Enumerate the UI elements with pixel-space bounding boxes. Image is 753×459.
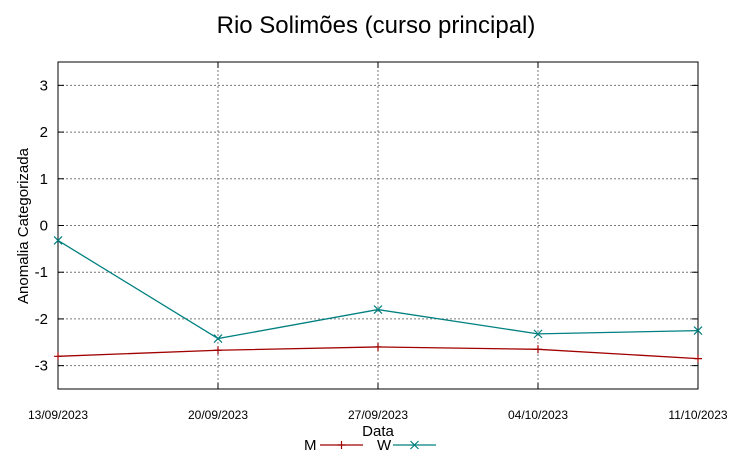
series-point-W xyxy=(373,305,383,315)
x-tick-label: 27/09/2023 xyxy=(348,408,408,422)
grid-lines xyxy=(58,62,698,389)
axes: 3 2 1 0 -1 -2 -3 13/09/2023 20/09/2023 27/09/2023… xyxy=(28,62,728,422)
series-layer xyxy=(53,236,703,363)
y-tick-label: -3 xyxy=(35,358,48,375)
y-tick-label: 0 xyxy=(40,218,48,235)
legend-label-W: W xyxy=(377,437,392,454)
series-point-M xyxy=(374,342,382,351)
y-tick-label: 3 xyxy=(40,77,48,94)
series-point-W xyxy=(693,326,703,336)
x-tick-label: 11/10/2023 xyxy=(668,408,727,422)
y-tick-label: 1 xyxy=(40,171,48,188)
y-axis-label: Anomalia Categorizada xyxy=(15,147,32,304)
y-tick-label: -2 xyxy=(35,311,48,328)
series-point-W xyxy=(533,329,543,339)
series-point-W xyxy=(53,236,63,245)
x-axis-label: Data xyxy=(362,423,394,440)
series-point-M xyxy=(214,346,222,355)
series-point-W xyxy=(213,334,223,343)
chart-title: Rio Solimões (curso principal) xyxy=(217,12,536,39)
x-tick-label: 04/10/2023 xyxy=(508,408,568,422)
legend-marker-M xyxy=(337,441,346,449)
y-tick-label: 2 xyxy=(40,124,48,141)
series-point-M xyxy=(534,345,542,354)
x-tick-label: 20/09/2023 xyxy=(188,408,248,422)
series-point-M xyxy=(694,354,702,363)
legend-label-M: M xyxy=(304,437,317,454)
y-tick-label: -1 xyxy=(35,264,48,281)
series-point-M xyxy=(54,352,62,361)
legend-marker-W xyxy=(410,440,419,450)
x-tick-label: 13/09/2023 xyxy=(28,408,88,422)
